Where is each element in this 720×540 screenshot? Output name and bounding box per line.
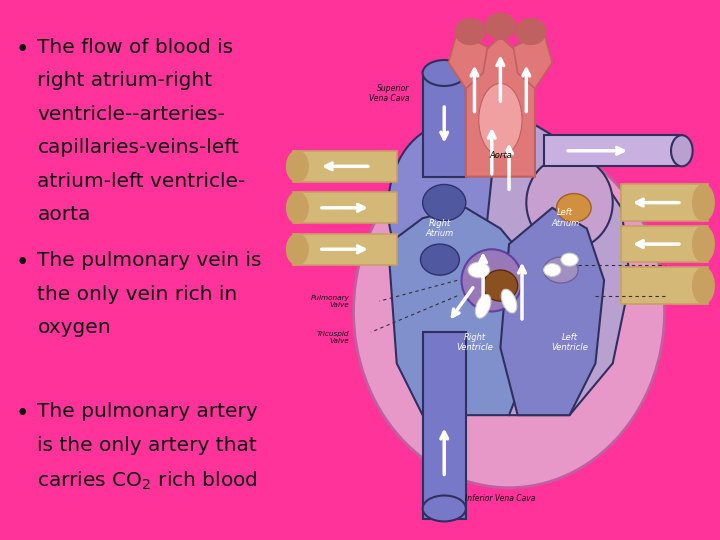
Ellipse shape	[483, 270, 518, 301]
Text: The pulmonary vein is: The pulmonary vein is	[37, 251, 262, 270]
Text: carries $\mathregular{CO_2}$ rich blood: carries $\mathregular{CO_2}$ rich blood	[37, 469, 258, 491]
Polygon shape	[388, 208, 535, 415]
Polygon shape	[293, 192, 397, 224]
Ellipse shape	[423, 496, 466, 522]
Text: the only vein rich in: the only vein rich in	[37, 285, 238, 303]
Ellipse shape	[475, 294, 491, 318]
Text: right atrium-right: right atrium-right	[37, 71, 212, 90]
Ellipse shape	[557, 193, 591, 222]
Polygon shape	[423, 73, 466, 177]
Text: •: •	[16, 251, 30, 274]
Text: Pulmonary
Valve: Pulmonary Valve	[310, 295, 349, 308]
Ellipse shape	[455, 18, 485, 44]
Ellipse shape	[693, 226, 714, 262]
Polygon shape	[621, 226, 708, 262]
Text: Right
Atrium: Right Atrium	[426, 219, 454, 238]
Ellipse shape	[561, 253, 578, 266]
Polygon shape	[500, 208, 604, 415]
Ellipse shape	[354, 135, 665, 488]
Text: Left
Ventricle: Left Ventricle	[551, 333, 588, 352]
Ellipse shape	[420, 244, 459, 275]
Ellipse shape	[526, 156, 613, 249]
Ellipse shape	[671, 135, 693, 166]
Polygon shape	[449, 31, 487, 89]
Text: •: •	[16, 38, 30, 61]
Ellipse shape	[468, 262, 490, 278]
Text: oxygen: oxygen	[37, 318, 111, 337]
Ellipse shape	[544, 257, 578, 283]
Ellipse shape	[287, 234, 308, 265]
Text: •: •	[16, 402, 30, 426]
Ellipse shape	[544, 264, 561, 276]
Text: Inferior Vena Cava: Inferior Vena Cava	[465, 494, 536, 503]
Ellipse shape	[423, 60, 466, 86]
Polygon shape	[293, 151, 397, 182]
Ellipse shape	[501, 289, 517, 313]
Polygon shape	[293, 234, 397, 265]
Polygon shape	[466, 37, 535, 177]
Text: Left
Atrium: Left Atrium	[551, 208, 580, 228]
Ellipse shape	[693, 185, 714, 221]
Ellipse shape	[479, 83, 522, 156]
Ellipse shape	[287, 192, 308, 224]
Text: Tricuspid
Valve: Tricuspid Valve	[317, 331, 349, 344]
Polygon shape	[423, 332, 466, 519]
Text: Superior
Vena Cava: Superior Vena Cava	[369, 84, 410, 104]
Text: The flow of blood is: The flow of blood is	[37, 38, 233, 57]
Polygon shape	[513, 31, 552, 89]
Ellipse shape	[388, 125, 509, 291]
Text: capillaries-veins-left: capillaries-veins-left	[37, 138, 239, 157]
Polygon shape	[621, 267, 708, 303]
Ellipse shape	[462, 249, 522, 312]
Ellipse shape	[423, 185, 466, 221]
Ellipse shape	[516, 18, 546, 44]
Text: ventricle--arteries-: ventricle--arteries-	[37, 105, 225, 124]
Polygon shape	[544, 135, 682, 166]
Text: Aorta: Aorta	[489, 151, 512, 160]
Text: atrium-left ventricle-: atrium-left ventricle-	[37, 172, 246, 191]
Ellipse shape	[693, 267, 714, 303]
Text: The pulmonary artery: The pulmonary artery	[37, 402, 258, 421]
Text: is the only artery that: is the only artery that	[37, 436, 257, 455]
Ellipse shape	[287, 151, 308, 182]
Ellipse shape	[485, 14, 516, 39]
Polygon shape	[483, 125, 630, 415]
Text: Right
Ventricle: Right Ventricle	[456, 333, 493, 352]
Text: aorta: aorta	[37, 205, 91, 224]
Polygon shape	[621, 185, 708, 221]
